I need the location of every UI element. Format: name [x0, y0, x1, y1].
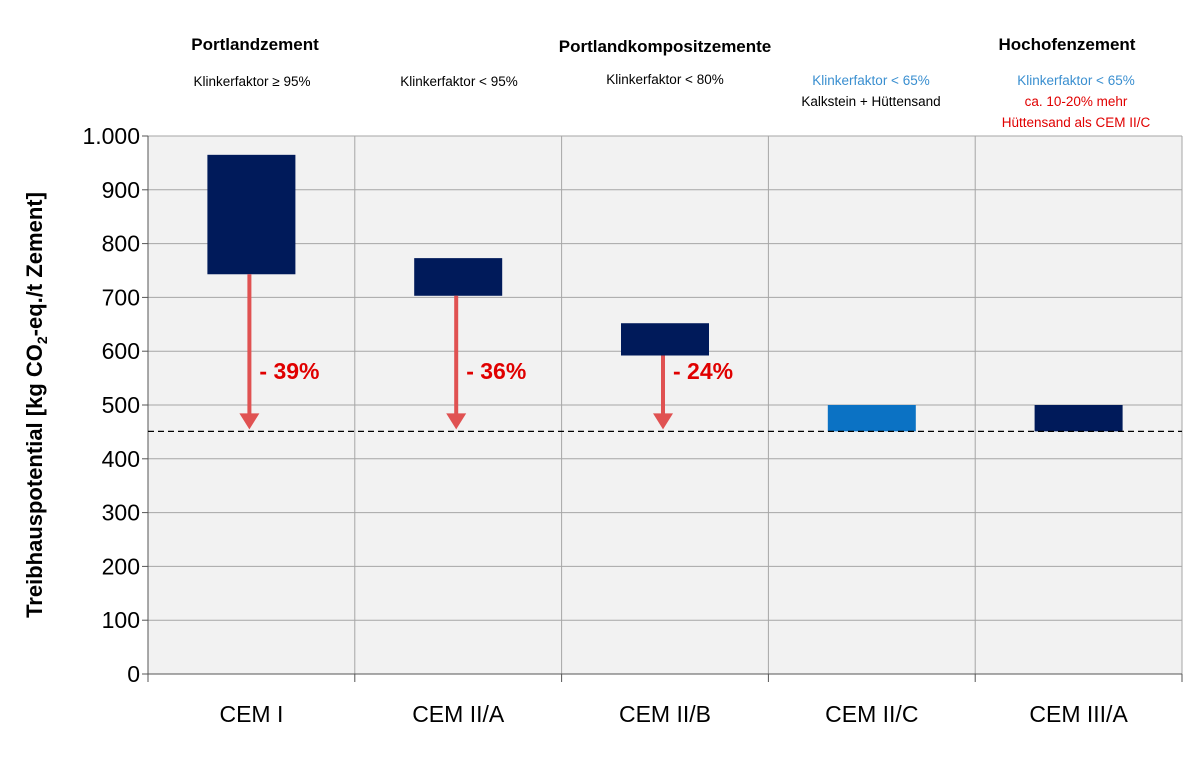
- y-tick-label: 300: [102, 500, 140, 526]
- y-tick-label: 100: [102, 607, 140, 633]
- y-tick-label: 400: [102, 446, 140, 472]
- group-title-hochofenzement: Hochofenzement: [998, 35, 1136, 54]
- y-tick-label: 900: [102, 177, 140, 203]
- y-tick-label: 0: [127, 661, 140, 687]
- reduction-label: - 39%: [259, 358, 319, 384]
- x-tick-label: CEM II/C: [825, 701, 918, 727]
- x-tick-label: CEM II/B: [619, 701, 711, 727]
- x-tick-label: CEM I: [219, 701, 283, 727]
- reduction-arrowhead: [446, 413, 467, 430]
- range-bar: [414, 258, 503, 296]
- range-bar: [207, 154, 296, 275]
- range-bar: [1034, 405, 1123, 432]
- subtitle-cem-ii-b: Klinkerfaktor < 80%: [606, 72, 724, 87]
- x-tick-label: CEM III/A: [1029, 701, 1128, 727]
- subtitle-cem-ii-a: Klinkerfaktor < 95%: [400, 74, 518, 89]
- y-tick-label: 700: [102, 284, 140, 310]
- subtitle-cem-iii-a-line2: ca. 10-20% mehr: [1024, 94, 1128, 109]
- y-tick-label: 800: [102, 231, 140, 257]
- reduction-label: - 36%: [466, 358, 526, 384]
- reduction-arrowhead: [239, 413, 260, 430]
- group-title-portlandkompositzemente: Portlandkompositzemente: [558, 37, 772, 56]
- subtitle-cem-ii-c-line2: Kalkstein + Hüttensand: [801, 94, 941, 109]
- range-bar: [827, 405, 916, 432]
- reduction-arrowhead: [653, 413, 673, 430]
- group-title-portlandzement: Portlandzement: [191, 35, 319, 54]
- reduction-label: - 24%: [673, 358, 733, 384]
- y-tick-label: 500: [102, 392, 140, 418]
- y-tick-label: 1.000: [82, 123, 140, 149]
- subtitle-cem-i: Klinkerfaktor ≥ 95%: [193, 74, 311, 89]
- range-bar: [621, 323, 709, 356]
- y-tick-label: 200: [102, 553, 140, 579]
- subtitle-cem-iii-a-line3: Hüttensand als CEM II/C: [1001, 115, 1151, 130]
- subtitle-cem-ii-c-line1: Klinkerfaktor < 65%: [812, 73, 930, 88]
- x-tick-label: CEM II/A: [412, 701, 505, 727]
- y-tick-label: 600: [102, 338, 140, 364]
- subtitle-cem-iii-a-line1: Klinkerfaktor < 65%: [1017, 73, 1135, 88]
